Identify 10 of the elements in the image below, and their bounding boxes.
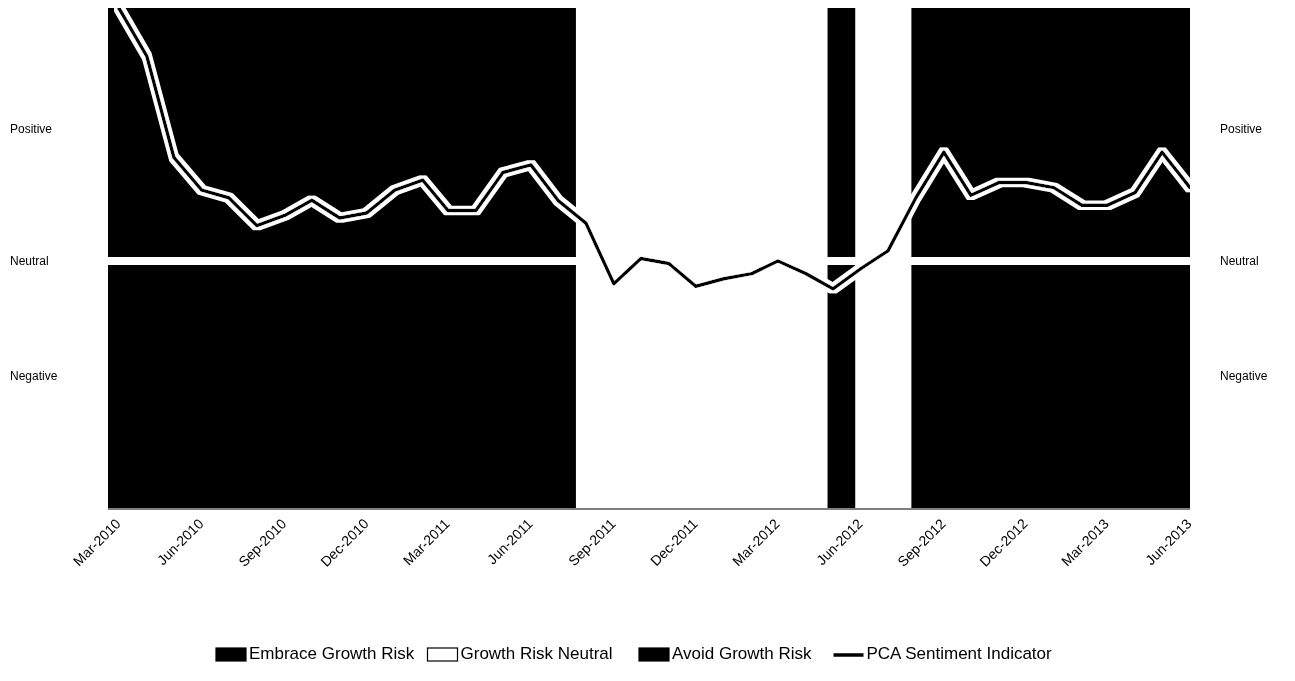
text: Neutral xyxy=(1220,254,1259,269)
legend-label: Avoid Growth Risk xyxy=(672,644,813,664)
text: Negative xyxy=(1220,369,1268,384)
legend-label: PCA Sentiment Indicator xyxy=(866,644,1053,664)
legend-label: Growth Risk Neutral xyxy=(460,644,613,664)
text: Neutral xyxy=(10,254,49,269)
legend-label: Embrace Growth Risk xyxy=(249,644,415,664)
text: Negative xyxy=(10,369,58,384)
text: Positive xyxy=(10,122,53,137)
text: Positive xyxy=(1220,122,1263,137)
